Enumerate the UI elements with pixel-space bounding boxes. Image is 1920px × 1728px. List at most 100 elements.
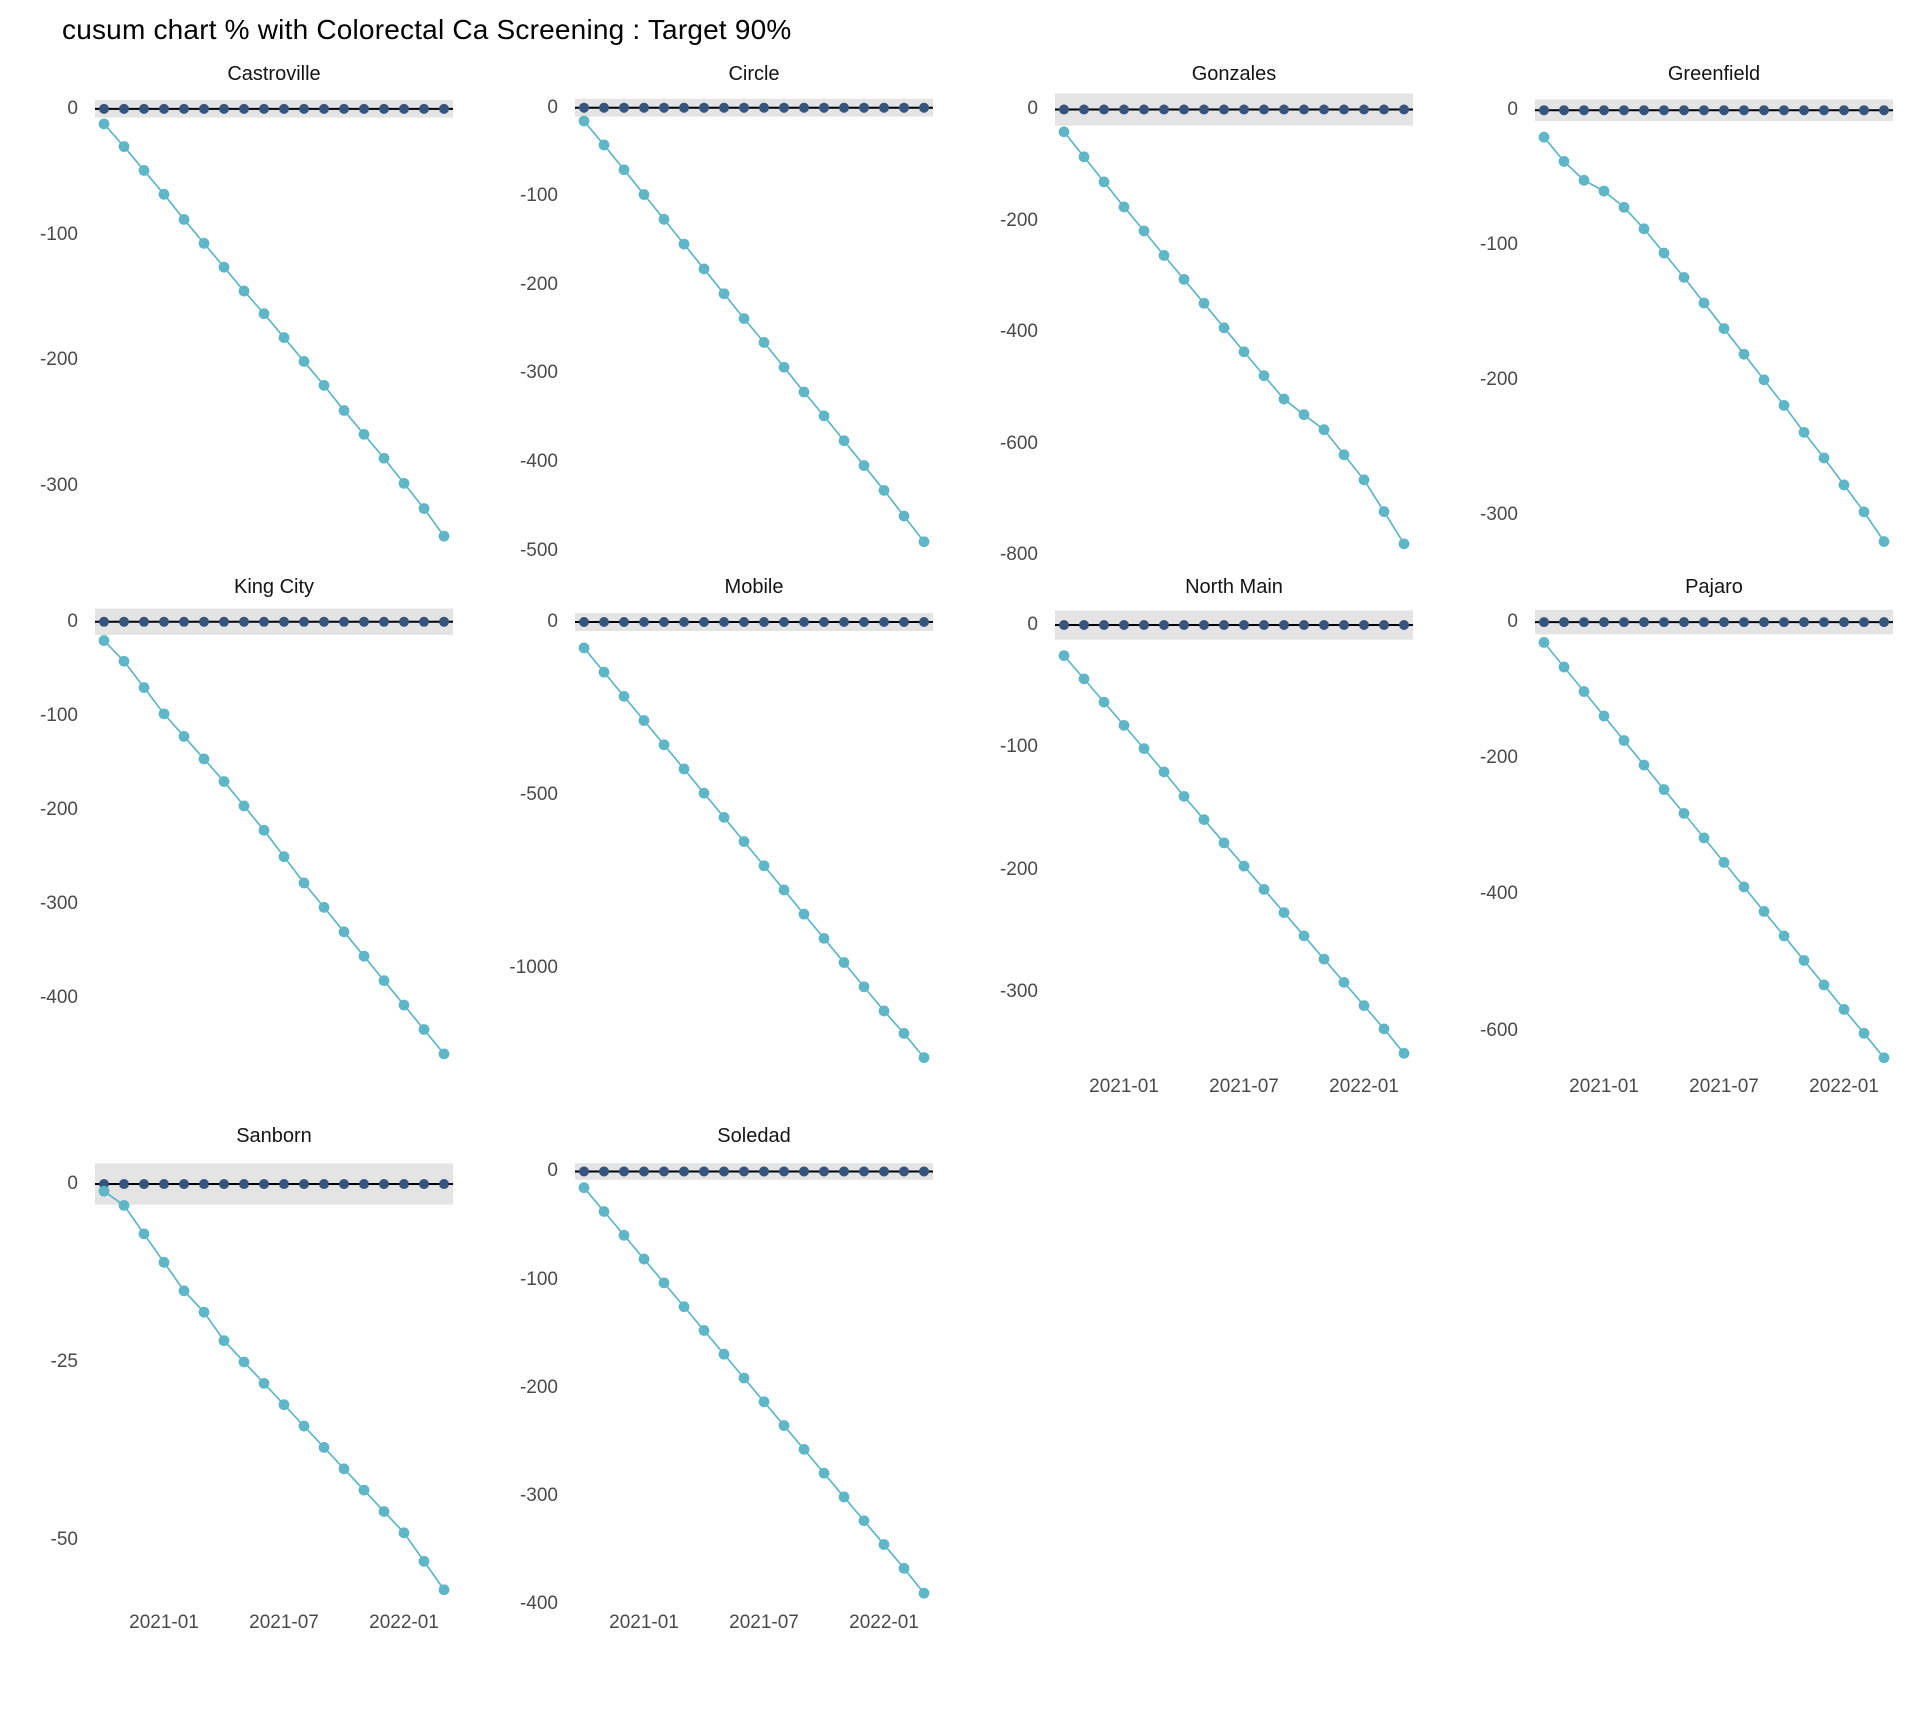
cusum-up-point — [339, 1179, 349, 1190]
cusum-up-point — [399, 103, 409, 114]
cusum-up-point — [259, 1179, 269, 1190]
y-tick-label: -200 — [999, 209, 1038, 231]
y-tick-label: -100 — [519, 185, 558, 207]
cusum-up-point — [159, 616, 169, 627]
cusum-down-point — [98, 1185, 110, 1197]
y-tick-label: 0 — [1027, 98, 1038, 120]
y-tick-label: -300 — [519, 1484, 558, 1506]
cusum-down-point — [698, 787, 710, 799]
cusum-down-point — [338, 405, 350, 416]
cusum-up-point — [1699, 617, 1709, 628]
facet-cell-greenfield: Greenfield 0 -100 -200 -300 — [1440, 58, 1920, 555]
cusum-up-point — [759, 102, 769, 113]
cusum-up-point — [1559, 105, 1569, 116]
cusum-down-point — [358, 428, 370, 440]
cusum-up-point — [299, 103, 309, 114]
facet-panel — [575, 98, 933, 548]
cusum-up-point — [359, 1179, 369, 1190]
cusum-up-point — [1759, 617, 1769, 628]
y-tick-label: -400 — [999, 321, 1038, 343]
cusum-down-point — [678, 238, 690, 250]
cusum-up-point — [759, 617, 769, 628]
cusum-down-point — [278, 1399, 290, 1411]
y-tick-label: 0 — [547, 1160, 558, 1182]
cusum-down-point — [1258, 370, 1270, 382]
cusum-up-point — [379, 103, 389, 114]
y-axis: 0 -25 -50 — [0, 1152, 90, 1604]
cusum-up-point — [879, 102, 889, 113]
cusum-down-point — [1738, 348, 1750, 360]
cusum-down-point — [1678, 807, 1690, 819]
cusum-down-point — [118, 1199, 130, 1211]
cusum-up-point — [1339, 620, 1349, 631]
facet-body: 0 -200 -400 -600 -800 — [960, 90, 1440, 565]
cusum-down-point — [778, 1420, 790, 1431]
facet-panel — [95, 608, 453, 1060]
y-tick-label: 0 — [1507, 99, 1518, 121]
cusum-down-point — [618, 164, 630, 176]
cusum-down-point — [898, 1028, 910, 1039]
cusum-down-point — [718, 1348, 730, 1360]
x-tick-label: 2021-01 — [1089, 1076, 1159, 1097]
cusum-down-point — [798, 908, 810, 920]
cusum-down-point — [1718, 323, 1730, 334]
cusum-down-point — [198, 1306, 210, 1318]
x-tick-label: 2021-07 — [249, 1612, 319, 1633]
cusum-down-point — [1218, 837, 1230, 849]
y-tick-label: -200 — [1479, 368, 1518, 390]
cusum-up-point — [239, 616, 249, 627]
cusum-down-point — [1838, 479, 1850, 491]
cusum-down-point — [778, 361, 790, 373]
cusum-up-point — [239, 103, 249, 114]
cusum-down-point — [1058, 650, 1070, 662]
y-tick-label: 0 — [547, 611, 558, 632]
cusum-down-point — [618, 1229, 630, 1241]
cusum-down-point — [918, 1052, 930, 1064]
cusum-up-point — [639, 102, 649, 113]
cusum-up-point — [679, 102, 689, 113]
cusum-up-point — [1379, 104, 1389, 115]
cusum-down-point — [1078, 151, 1090, 163]
cusum-up-point — [699, 1166, 709, 1177]
cusum-down-point — [598, 666, 610, 678]
cusum-up-point — [399, 1179, 409, 1190]
cusum-down-point — [1338, 976, 1350, 988]
cusum-up-point — [599, 1166, 609, 1177]
cusum-down-point — [738, 836, 750, 847]
cusum-up-point — [1819, 617, 1829, 628]
cusum-down-point — [838, 957, 850, 968]
cusum-down-point — [598, 139, 610, 151]
cusum-up-point — [579, 617, 589, 628]
cusum-up-point — [1299, 104, 1309, 115]
cusum-down-point — [178, 1285, 190, 1297]
cusum-down-point — [338, 926, 350, 938]
cusum-down-point — [1558, 156, 1570, 167]
cusum-down-point — [678, 1301, 690, 1313]
cusum-up-point — [1639, 105, 1649, 116]
cusum-up-point — [1579, 617, 1589, 628]
cusum-up-point — [279, 103, 289, 114]
cusum-up-point — [199, 103, 209, 114]
y-axis: 0 -200 -400 -600 — [1440, 603, 1530, 1068]
cusum-up-point — [259, 103, 269, 114]
facet-panel — [1055, 610, 1413, 1059]
cusum-down-point — [878, 484, 890, 496]
cusum-up-point — [1199, 104, 1209, 115]
y-tick-label: -200 — [1479, 747, 1518, 769]
cusum-up-point — [1199, 620, 1209, 631]
x-axis: 2021-01 2021-07 2022-01 — [570, 1604, 938, 1640]
cusum-down-point — [138, 682, 150, 693]
cusum-down-point — [1838, 1004, 1850, 1015]
cusum-down-point — [898, 1562, 910, 1574]
cusum-down-point — [678, 763, 690, 775]
cusum-up-point — [1179, 620, 1189, 631]
cusum-up-point — [1339, 104, 1349, 115]
y-tick-label: -100 — [519, 1268, 558, 1290]
cusum-down-point — [1298, 930, 1310, 942]
cusum-up-point — [1859, 617, 1869, 628]
cusum-down-point — [298, 1420, 310, 1432]
cusum-up-point — [259, 616, 269, 627]
y-axis: 0 -100 -200 -300 — [0, 90, 90, 555]
cusum-down-line — [583, 1187, 925, 1594]
